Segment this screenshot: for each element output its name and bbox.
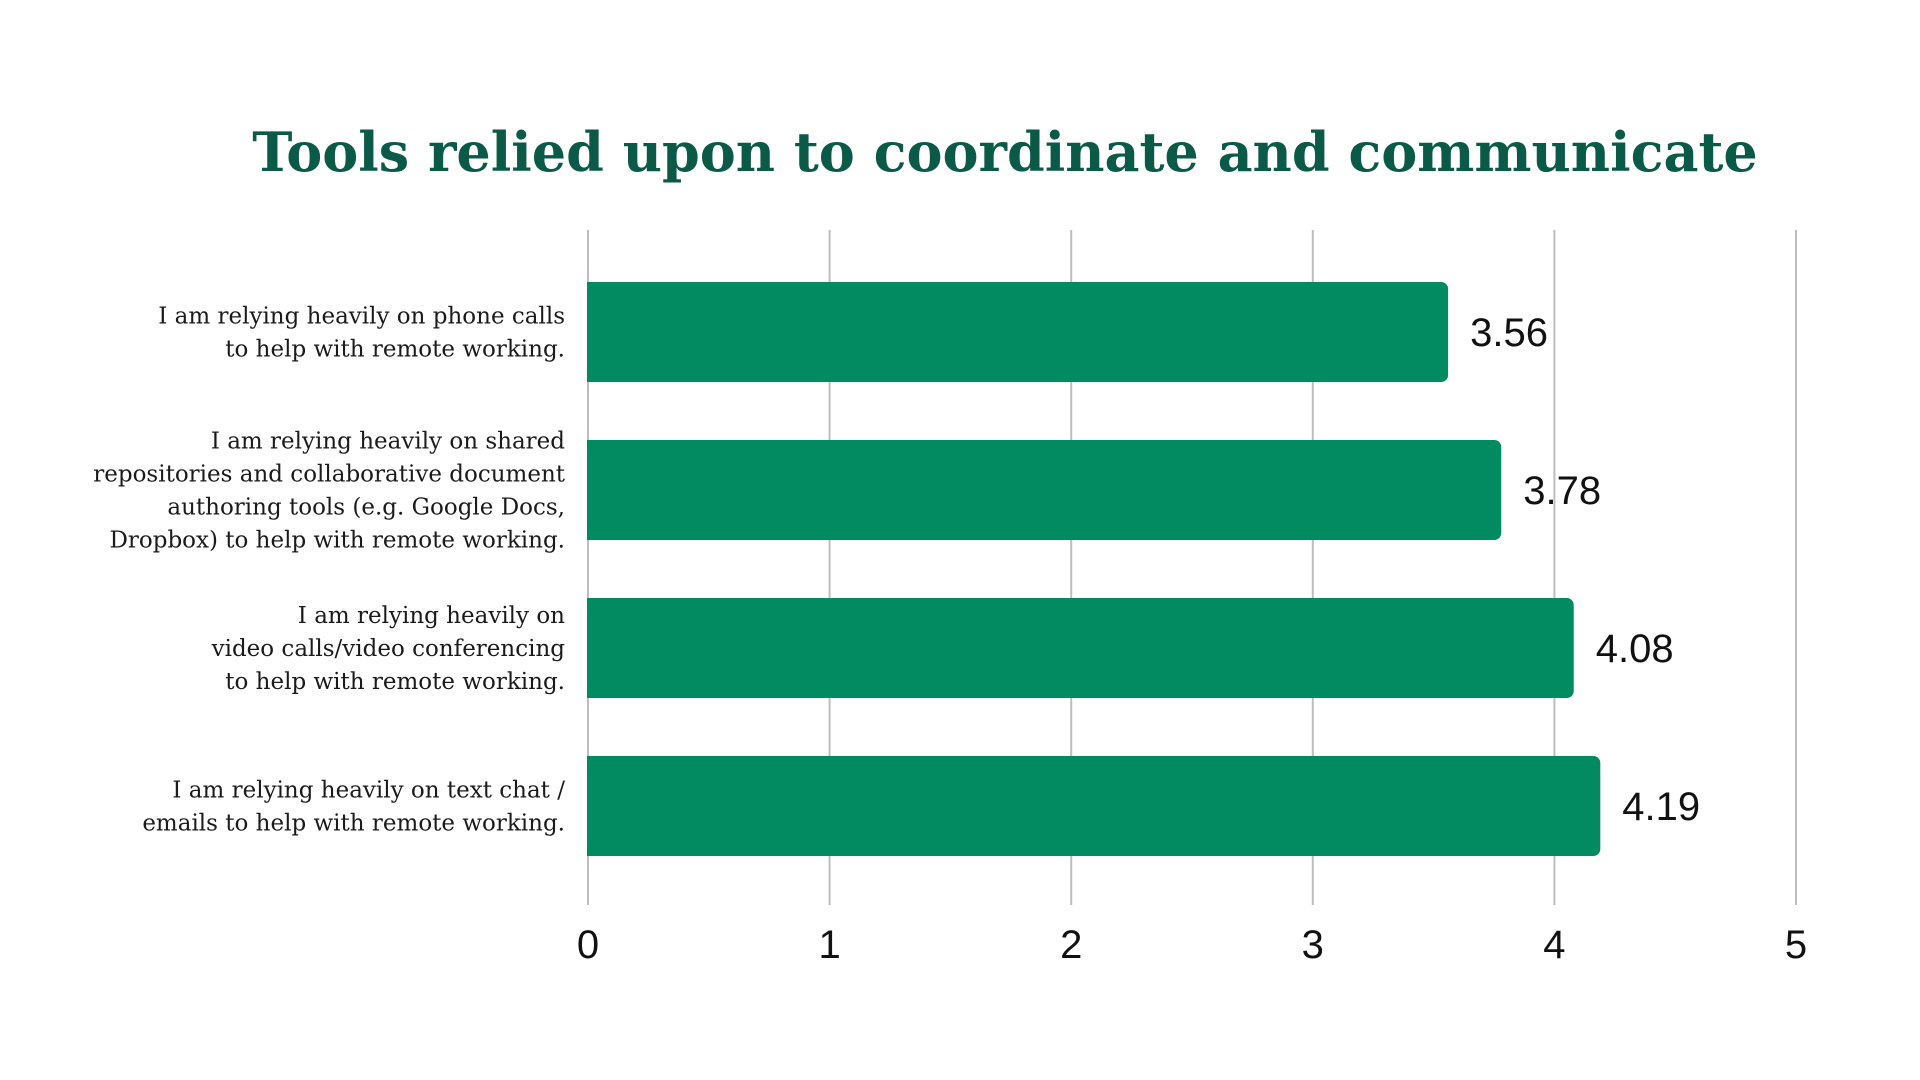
bar-value-label: 4.08 (1596, 627, 1674, 671)
bar-left-edge (587, 756, 597, 856)
bar-left-edge (587, 598, 597, 698)
category-label: to help with remote working. (225, 337, 565, 363)
bar-value-label: 4.19 (1622, 785, 1700, 829)
bar (587, 440, 1502, 540)
bar-layer (587, 282, 1601, 856)
category-label: repositories and collaborative document (93, 462, 566, 488)
category-label: video calls/video conferencing (211, 636, 566, 662)
x-tick-label: 1 (818, 923, 840, 967)
category-label: I am relying heavily on (298, 603, 565, 629)
x-tick-label: 5 (1785, 923, 1807, 967)
category-label: authoring tools (e.g. Google Docs, (167, 495, 565, 521)
bar-left-edge (587, 440, 597, 540)
category-label: emails to help with remote working. (142, 811, 565, 837)
category-label: I am relying heavily on text chat / (172, 778, 565, 804)
bar (587, 756, 1601, 856)
chart-title: Tools relied upon to coordinate and comm… (252, 120, 1758, 184)
x-tick-label: 3 (1302, 923, 1324, 967)
label-layer: 3.56 I am relying heavily on phone calls t… (93, 304, 1700, 837)
bar-value-label: 3.56 (1470, 311, 1548, 355)
bar-left-edge (587, 282, 597, 382)
x-tick-label: 4 (1543, 923, 1565, 967)
bar (587, 598, 1574, 698)
tick-layer: 0 1 2 3 4 5 (577, 923, 1807, 967)
category-label: Dropbox) to help with remote working. (109, 528, 565, 554)
category-label: to help with remote working. (225, 669, 565, 695)
category-label: I am relying heavily on shared (211, 429, 565, 455)
x-tick-label: 2 (1060, 923, 1082, 967)
bar (587, 282, 1449, 382)
bar-value-label: 3.78 (1523, 469, 1601, 513)
category-label: I am relying heavily on phone calls (158, 304, 565, 330)
x-tick-label: 0 (577, 923, 599, 967)
